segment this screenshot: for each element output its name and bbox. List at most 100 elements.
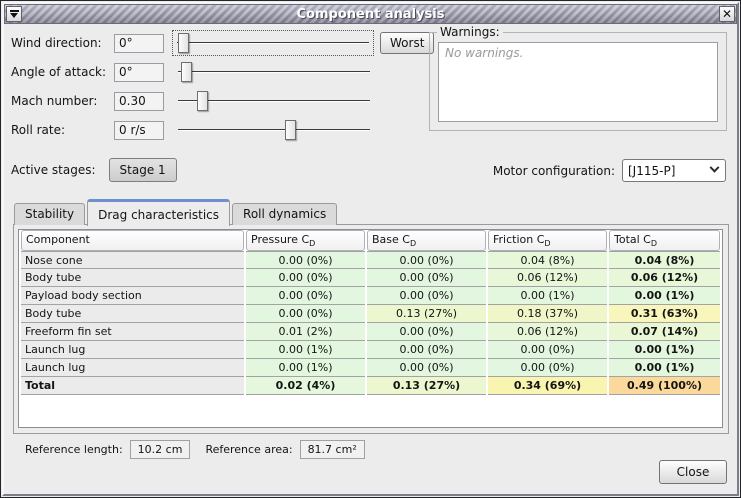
pressure-cd-column-header[interactable]: Pressure CD [246,230,365,252]
table-row[interactable]: Body tube 0.00 (0%) 0.00 (0%) 0.06 (12%) 0.0… [21,269,720,288]
slider-thumb[interactable] [177,33,189,53]
base-cd-cell: 0.13 (27%) [367,305,486,324]
pressure-cd-cell: 0.00 (0%) [246,287,365,306]
close-button[interactable]: Close [659,460,727,484]
wind-direction-row: Wind direction: 0° Worst [11,30,435,56]
pressure-cd-cell: 0.00 (1%) [246,359,365,378]
mach-number-slider[interactable] [177,90,371,112]
motor-configuration-label: Motor configuration: [492,163,615,178]
mach-number-value[interactable]: 0.30 [114,91,164,111]
angle-of-attack-slider[interactable] [177,61,371,83]
total-cd-column-header[interactable]: Total CD [609,230,720,252]
warnings-list: No warnings. [438,42,718,122]
motor-configuration-row: Motor configuration: [J115-P] [493,159,726,182]
wind-direction-slider[interactable] [176,32,370,54]
window-close-button[interactable]: ✕ [719,6,735,22]
friction-cd-column-header[interactable]: Friction CD [488,230,607,252]
friction-cd-cell: 0.06 (12%) [488,269,607,288]
component-name-cell: Payload body section [21,287,244,306]
angle-of-attack-label: Angle of attack: [11,65,107,79]
table-row[interactable]: Nose cone 0.00 (0%) 0.00 (0%) 0.04 (8%) 0.04… [21,251,720,270]
table-row[interactable]: Payload body section 0.00 (0%) 0.00 (0%) 0.… [21,287,720,306]
friction-cd-cell: 0.00 (0%) [488,359,607,378]
warnings-group: Warnings: No warnings. [429,25,727,131]
component-name-cell: Total [21,377,244,396]
reference-area-label: Reference area: [205,443,293,456]
component-name-cell: Nose cone [21,251,244,270]
base-cd-cell: 0.00 (0%) [367,341,486,360]
table-row[interactable]: Launch lug 0.00 (1%) 0.00 (0%) 0.00 (0%) 0.0… [21,359,720,378]
tab-roll-dynamics[interactable]: Roll dynamics [232,203,338,225]
pressure-cd-cell: 0.00 (1%) [246,341,365,360]
table-header-row: Component Pressure CD Base CD Friction C… [21,230,720,252]
angle-of-attack-row: Angle of attack: 0° [11,61,434,83]
base-cd-cell: 0.00 (0%) [367,251,486,270]
table-row[interactable]: Freeform fin set 0.01 (2%) 0.00 (0%) 0.06 (… [21,323,720,342]
reference-info: Reference length: 10.2 cm Reference area… [25,440,365,459]
drag-table-scrollpane[interactable]: Component Pressure CD Base CD Friction C… [18,229,723,428]
total-cd-cell: 0.00 (1%) [609,359,720,378]
total-cd-cell: 0.31 (63%) [609,305,720,324]
friction-cd-cell: 0.34 (69%) [488,377,607,396]
slider-thumb[interactable] [196,91,208,111]
titlebar[interactable]: Component analysis ✕ [4,4,737,24]
base-cd-column-header[interactable]: Base CD [367,230,486,252]
base-cd-cell: 0.00 (0%) [367,269,486,288]
total-cd-cell: 0.07 (14%) [609,323,720,342]
table-row[interactable]: Body tube 0.00 (0%) 0.13 (27%) 0.18 (37%) 0.… [21,305,720,324]
window-title: Component analysis [296,6,445,22]
base-cd-cell: 0.00 (0%) [367,359,486,378]
component-name-cell: Launch lug [21,341,244,360]
drag-characteristics-panel: Component Pressure CD Base CD Friction C… [13,224,729,434]
component-name-cell: Body tube [21,269,244,288]
slider-thumb[interactable] [285,120,297,140]
reference-area-value: 81.7 cm² [299,440,365,459]
component-name-cell: Freeform fin set [21,323,244,342]
window-menu-button[interactable] [6,6,22,22]
table-row[interactable]: Total 0.02 (4%) 0.13 (27%) 0.34 (69%) 0.49 (… [21,377,720,396]
friction-cd-cell: 0.04 (8%) [488,251,607,270]
total-cd-cell: 0.49 (100%) [609,377,720,396]
chevron-down-icon [703,160,725,181]
pressure-cd-cell: 0.01 (2%) [246,323,365,342]
mach-number-row: Mach number: 0.30 [11,90,434,112]
friction-cd-cell: 0.00 (0%) [488,341,607,360]
flight-condition-controls: Wind direction: 0° Worst Angle of attack… [11,30,435,148]
slider-track [178,129,370,131]
mach-number-label: Mach number: [11,94,98,108]
active-stages-row: Active stages: Stage 1 [11,158,177,182]
component-name-cell: Body tube [21,305,244,324]
roll-rate-label: Roll rate: [11,123,66,137]
table-row[interactable]: Launch lug 0.00 (1%) 0.00 (0%) 0.00 (0%) 0.0… [21,341,720,360]
pressure-cd-cell: 0.00 (0%) [246,305,365,324]
stage-1-toggle-button[interactable]: Stage 1 [108,158,177,182]
friction-cd-cell: 0.06 (12%) [488,323,607,342]
total-cd-cell: 0.00 (1%) [609,341,720,360]
friction-cd-cell: 0.18 (37%) [488,305,607,324]
angle-of-attack-value[interactable]: 0° [114,62,164,82]
reference-length-label: Reference length: [25,443,123,456]
base-cd-cell: 0.13 (27%) [367,377,486,396]
wind-direction-value[interactable]: 0° [114,33,164,53]
total-cd-cell: 0.06 (12%) [609,269,720,288]
worst-button[interactable]: Worst [380,32,435,54]
component-column-header[interactable]: Component [21,230,244,252]
tab-drag-characteristics[interactable]: Drag characteristics [87,199,231,226]
tab-stability[interactable]: Stability [14,203,86,225]
slider-track [177,42,369,44]
friction-cd-cell: 0.00 (1%) [488,287,607,306]
window-menu-icon [9,10,19,18]
reference-length-value: 10.2 cm [129,440,191,459]
roll-rate-value[interactable]: 0 r/s [114,120,164,140]
pressure-cd-cell: 0.00 (0%) [246,251,365,270]
roll-rate-slider[interactable] [177,119,371,141]
slider-thumb[interactable] [180,62,192,82]
motor-configuration-select[interactable]: [J115-P] [622,159,726,182]
wind-direction-slider-focus [172,30,374,56]
wind-direction-label: Wind direction: [11,36,102,50]
drag-table: Component Pressure CD Base CD Friction C… [19,230,722,396]
slider-track [178,71,370,73]
component-name-cell: Launch lug [21,359,244,378]
active-stages-label: Active stages: [11,163,96,177]
